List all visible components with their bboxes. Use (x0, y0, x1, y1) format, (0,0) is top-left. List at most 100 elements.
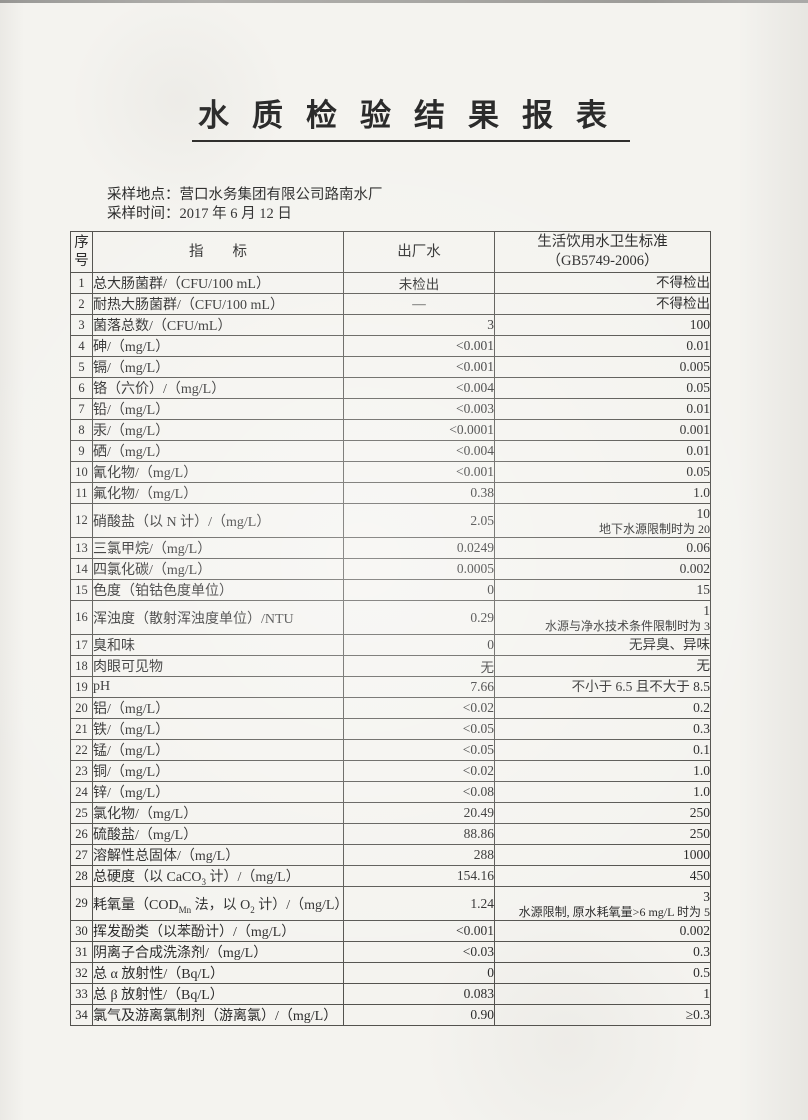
standard-limit-value: 250 (494, 823, 711, 845)
indicator-name: 总 β 放射性/（Bq/L） (92, 983, 344, 1005)
indicator-name: 菌落总数/（CFU/mL） (92, 314, 344, 336)
table-row: 23 铜/（mg/L） <0.02 1.0 (70, 760, 711, 782)
standard-limit-value: 1 水源与净水技术条件限制时为 3 (494, 600, 711, 635)
indicator-name: 浑浊度（散射浑浊度单位）/NTU (92, 600, 344, 635)
sampling-location-line: 采样地点：营口水务集团有限公司路南水厂 (107, 186, 808, 205)
indicator-name: 四氯化碳/（mg/L） (92, 558, 344, 580)
outflow-water-value: <0.02 (343, 760, 495, 782)
scan-left-shade-artifact (0, 0, 24, 1120)
outflow-water-value: <0.004 (343, 440, 495, 462)
indicator-name: 铁/（mg/L） (92, 718, 344, 740)
outflow-water-value: 0 (343, 634, 495, 656)
indicator-name: 锰/（mg/L） (92, 739, 344, 761)
table-row: 15 色度（铂钴色度单位） 0 15 (70, 579, 711, 601)
standard-limit-value: 0.1 (494, 739, 711, 761)
outflow-water-value: <0.001 (343, 461, 495, 483)
outflow-water-value: 154.16 (343, 865, 495, 887)
row-number: 19 (70, 676, 93, 698)
table-row: 29 耗氧量（CODMn 法，以 O2 计）/（mg/L） 1.24 3 水源限制, 原… (70, 886, 711, 921)
standard-limit-value: 0.06 (494, 537, 711, 559)
table-row: 16 浑浊度（散射浑浊度单位）/NTU 0.29 1 水源与净水技术条件限制时为 3 (70, 600, 711, 635)
indicator-name: 臭和味 (92, 634, 344, 656)
row-number: 31 (70, 941, 93, 963)
table-row: 33 总 β 放射性/（Bq/L） 0.083 1 (70, 983, 711, 1005)
standard-limit-value: 0.3 (494, 941, 711, 963)
standard-limit-value: 不得检出 (494, 293, 711, 315)
table-row: 2 耐热大肠菌群/（CFU/100 mL） — 不得检出 (70, 293, 711, 315)
row-number: 13 (70, 537, 93, 559)
table-row: 27 溶解性总固体/（mg/L） 288 1000 (70, 844, 711, 866)
title-block: 水质检验结果报表 (0, 0, 808, 142)
header-standard-line2: （GB5749-2006） (546, 253, 659, 269)
indicator-name: 铅/（mg/L） (92, 398, 344, 420)
standard-limit-value: 0.2 (494, 697, 711, 719)
table-row: 1 总大肠菌群/（CFU/100 mL） 未检出 不得检出 (70, 272, 711, 294)
standard-limit-value: 无 (494, 655, 711, 677)
outflow-water-value: <0.05 (343, 739, 495, 761)
outflow-water-value: — (343, 293, 495, 315)
table-row: 26 硫酸盐/（mg/L） 88.86 250 (70, 823, 711, 845)
indicator-name: 三氯甲烷/（mg/L） (92, 537, 344, 559)
outflow-water-value: <0.05 (343, 718, 495, 740)
standard-limit-value: 10 地下水源限制时为 20 (494, 503, 711, 538)
indicator-name: 硒/（mg/L） (92, 440, 344, 462)
header-indicator: 指 标 (92, 231, 344, 273)
page-title: 水质检验结果报表 (192, 90, 630, 142)
sampling-meta: 采样地点：营口水务集团有限公司路南水厂 采样时间：2017 年 6 月 12 日 (107, 186, 808, 224)
row-number: 11 (70, 482, 93, 504)
outflow-water-value: 2.05 (343, 503, 495, 538)
row-number: 9 (70, 440, 93, 462)
indicator-name: 氯气及游离氯制剂（游离氯）/（mg/L） (92, 1004, 344, 1026)
indicator-name: 氟化物/（mg/L） (92, 482, 344, 504)
row-number: 32 (70, 962, 93, 984)
outflow-water-value: 0.29 (343, 600, 495, 635)
indicator-name: 耗氧量（CODMn 法，以 O2 计）/（mg/L） (92, 886, 344, 921)
row-number: 33 (70, 983, 93, 1005)
indicator-name: 氰化物/（mg/L） (92, 461, 344, 483)
row-number: 14 (70, 558, 93, 580)
table-row: 5 镉/（mg/L） <0.001 0.005 (70, 356, 711, 378)
standard-limit-note: 地下水源限制时为 20 (598, 521, 710, 536)
standard-limit-value: 1.0 (494, 482, 711, 504)
indicator-name: 挥发酚类（以苯酚计）/（mg/L） (92, 920, 344, 942)
row-number: 8 (70, 419, 93, 441)
standard-limit-value: 0.01 (494, 335, 711, 357)
table-row: 24 锌/（mg/L） <0.08 1.0 (70, 781, 711, 803)
row-number: 27 (70, 844, 93, 866)
standard-limit-note: 水源限制, 原水耗氧量>6 mg/L 时为 5 (518, 904, 710, 919)
row-number: 17 (70, 634, 93, 656)
sampling-time-label: 采样时间： (107, 206, 180, 222)
outflow-water-value: 未检出 (343, 272, 495, 294)
outflow-water-value: <0.08 (343, 781, 495, 803)
outflow-water-value: 0.0005 (343, 558, 495, 580)
outflow-water-value: 20.49 (343, 802, 495, 824)
standard-limit-value: 15 (494, 579, 711, 601)
indicator-name: 耐热大肠菌群/（CFU/100 mL） (92, 293, 344, 315)
sampling-time-line: 采样时间：2017 年 6 月 12 日 (107, 205, 808, 224)
standard-limit-value: 0.005 (494, 356, 711, 378)
table-row: 28 总硬度（以 CaCO3 计）/（mg/L） 154.16 450 (70, 865, 711, 887)
outflow-water-value: 0.90 (343, 1004, 495, 1026)
header-outflow-water: 出厂水 (343, 231, 495, 273)
outflow-water-value: <0.0001 (343, 419, 495, 441)
outflow-water-value: 0.0249 (343, 537, 495, 559)
row-number: 30 (70, 920, 93, 942)
standard-limit-value: ≥0.3 (494, 1004, 711, 1026)
standard-limit-value: 0.002 (494, 558, 711, 580)
table-row: 4 砷/（mg/L） <0.001 0.01 (70, 335, 711, 357)
table-row: 12 硝酸盐（以 N 计）/（mg/L） 2.05 10 地下水源限制时为 20 (70, 503, 711, 538)
standard-limit-value: 0.01 (494, 440, 711, 462)
row-number: 12 (70, 503, 93, 538)
standard-limit-value: 100 (494, 314, 711, 336)
indicator-name: 氯化物/（mg/L） (92, 802, 344, 824)
row-number: 23 (70, 760, 93, 782)
water-quality-results-table: 序号 指 标 出厂水 生活饮用水卫生标准 （GB5749-2006） 1 总大肠菌… (70, 231, 711, 1026)
outflow-water-value: 7.66 (343, 676, 495, 698)
table-row: 22 锰/（mg/L） <0.05 0.1 (70, 739, 711, 761)
standard-limit-value: 0.01 (494, 398, 711, 420)
indicator-name: 溶解性总固体/（mg/L） (92, 844, 344, 866)
standard-limit-value: 0.002 (494, 920, 711, 942)
row-number: 6 (70, 377, 93, 399)
outflow-water-value: 0 (343, 579, 495, 601)
